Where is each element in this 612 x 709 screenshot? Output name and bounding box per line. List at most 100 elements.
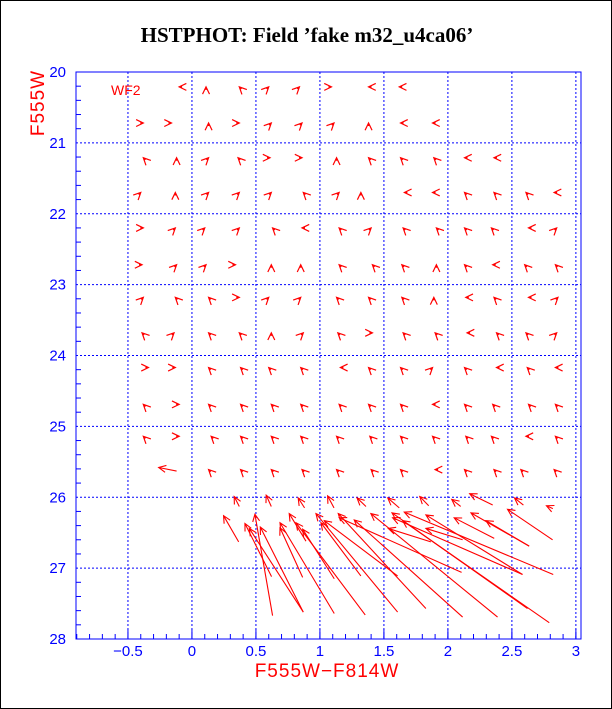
- offset-arrow: [463, 153, 473, 162]
- offset-arrow: [295, 521, 366, 616]
- offset-arrow: [526, 366, 536, 376]
- offset-arrow: [367, 82, 377, 91]
- offset-arrow: [164, 119, 173, 128]
- offset-arrow: [552, 188, 562, 197]
- offset-arrow: [527, 403, 537, 413]
- offset-arrow: [267, 331, 276, 341]
- offset-arrow: [172, 156, 181, 166]
- offset-arrow: [554, 363, 563, 372]
- offset-arrow: [338, 403, 347, 413]
- offset-arrow: [371, 263, 381, 273]
- offset-arrow: [279, 526, 304, 578]
- arrows: [133, 82, 564, 624]
- offset-arrow: [237, 156, 246, 166]
- offset-arrow: [204, 121, 213, 131]
- offset-arrow: [432, 263, 441, 273]
- offset-arrow: [227, 260, 237, 269]
- offset-arrow: [524, 191, 534, 201]
- offset-arrow: [490, 435, 500, 445]
- offset-arrow: [424, 526, 463, 541]
- offset-arrow: [168, 263, 178, 273]
- offset-arrow: [465, 328, 475, 337]
- offset-arrow: [167, 226, 177, 236]
- offset-arrow: [295, 331, 305, 341]
- offset-arrow: [207, 403, 217, 413]
- offset-arrow: [495, 331, 505, 341]
- offset-arrow: [299, 366, 309, 376]
- offset-arrow: [207, 468, 217, 478]
- x-tick-label: 2.5: [501, 643, 522, 660]
- offset-arrow: [142, 435, 152, 445]
- x-tick-label: 2: [444, 643, 452, 660]
- offset-arrow: [135, 223, 145, 232]
- offset-arrow: [294, 153, 304, 162]
- offset-arrow: [335, 468, 345, 478]
- offset-arrow: [271, 226, 281, 236]
- y-axis-label: F555W: [28, 70, 49, 136]
- offset-arrow: [292, 296, 302, 306]
- offset-arrow: [338, 263, 347, 273]
- offset-arrow: [327, 494, 335, 509]
- offset-arrow: [364, 121, 373, 131]
- offset-arrow: [296, 263, 305, 273]
- offset-arrow: [492, 468, 502, 478]
- offset-arrow: [300, 223, 310, 232]
- y-tick-label: 26: [49, 489, 66, 506]
- legend-label: WF2: [111, 82, 141, 98]
- offset-arrow: [492, 153, 502, 162]
- offset-arrow: [299, 403, 309, 413]
- offset-arrow: [252, 513, 274, 616]
- offset-arrow: [424, 366, 434, 376]
- offset-arrow: [302, 191, 312, 201]
- x-tick-label: −0.5: [113, 643, 143, 660]
- offset-arrow: [141, 331, 150, 341]
- offset-arrow: [524, 331, 534, 341]
- offset-arrow: [320, 521, 362, 577]
- x-tick-label: 1: [316, 643, 324, 660]
- offset-arrow: [231, 191, 241, 201]
- offset-arrow: [363, 226, 373, 236]
- offset-arrow: [323, 82, 333, 91]
- offset-arrow: [238, 331, 248, 341]
- offset-arrow: [174, 296, 184, 306]
- offset-arrow: [315, 512, 399, 613]
- offset-arrow: [369, 512, 498, 618]
- offset-arrow: [399, 403, 409, 413]
- offset-arrow: [554, 403, 564, 413]
- offset-arrow: [453, 517, 495, 539]
- offset-arrow: [263, 122, 273, 131]
- offset-arrow: [294, 122, 303, 131]
- offset-arrow: [400, 296, 410, 306]
- offset-arrow: [364, 328, 374, 337]
- offset-arrow: [484, 519, 530, 547]
- y-tick-label: 21: [49, 135, 66, 152]
- offset-arrow: [368, 435, 378, 445]
- offset-arrow: [135, 296, 145, 306]
- offset-arrow: [429, 296, 438, 305]
- offset-arrow: [545, 504, 555, 513]
- offset-arrow: [463, 191, 473, 201]
- offset-arrow: [431, 400, 441, 409]
- offset-arrow: [463, 263, 473, 273]
- x-tick-label: 0: [188, 643, 196, 660]
- offset-arrow: [338, 517, 462, 573]
- offset-arrow: [491, 260, 501, 269]
- offset-arrow: [301, 528, 335, 580]
- offset-arrow: [210, 435, 219, 445]
- offset-arrow: [339, 363, 348, 372]
- offset-arrow: [222, 514, 240, 543]
- offset-arrow: [523, 263, 533, 273]
- offset-arrow: [134, 260, 144, 269]
- offset-arrow: [386, 497, 400, 509]
- offset-arrow: [177, 82, 187, 91]
- offset-arrow: [166, 331, 176, 341]
- offset-arrow: [432, 156, 442, 166]
- x-axis-label: F555W−F814W: [255, 661, 400, 682]
- offset-arrow: [335, 435, 345, 445]
- offset-arrow: [527, 223, 536, 232]
- offset-arrow: [554, 263, 564, 273]
- offset-arrow: [387, 526, 432, 543]
- x-tick-label: 3: [572, 643, 580, 660]
- offset-arrow: [135, 119, 145, 128]
